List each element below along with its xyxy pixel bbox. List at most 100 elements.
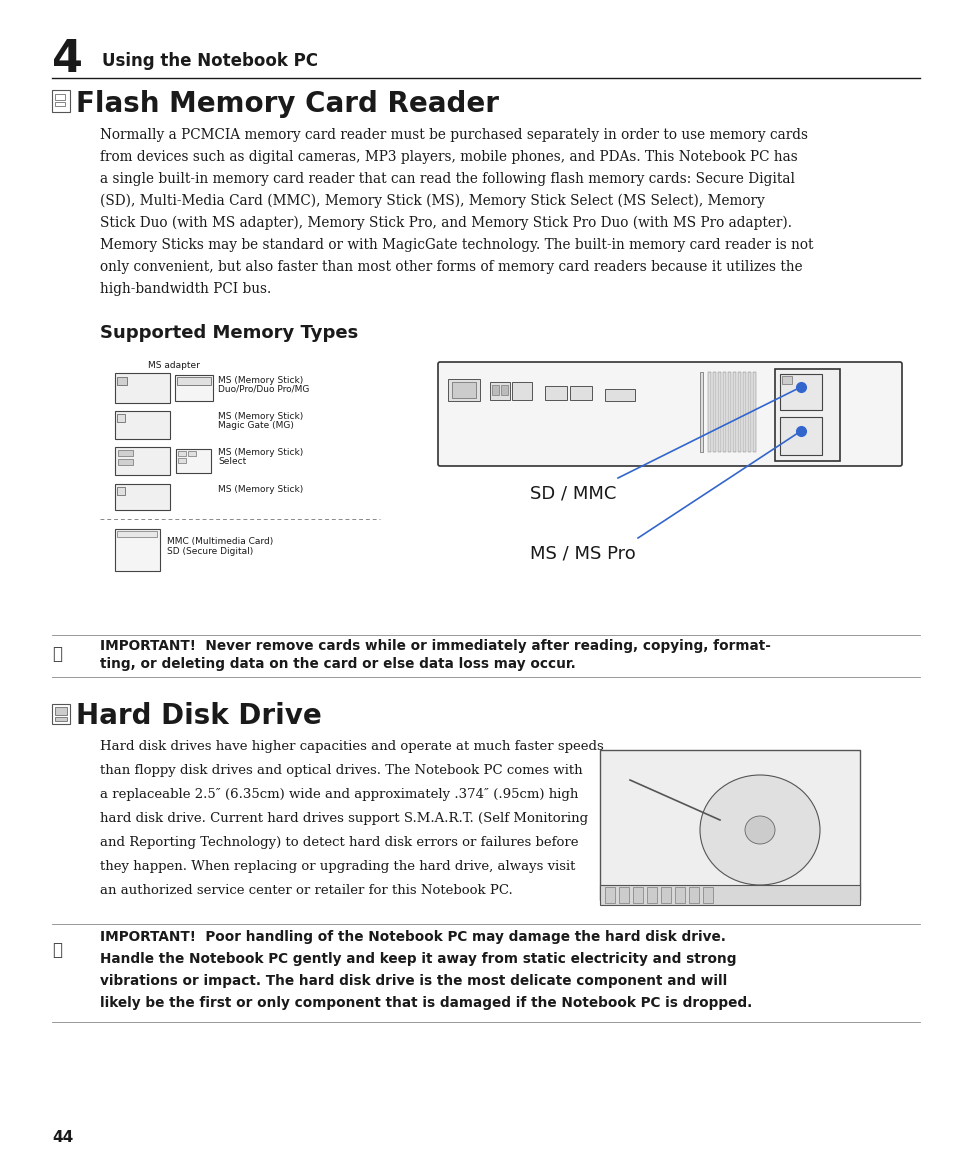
Bar — [618, 887, 628, 903]
Bar — [178, 450, 186, 456]
Bar — [117, 531, 157, 537]
Text: Duo/Pro/Duo Pro/MG: Duo/Pro/Duo Pro/MG — [218, 385, 309, 394]
Text: a replaceable 2.5″ (6.35cm) wide and approximately .374″ (.95cm) high: a replaceable 2.5″ (6.35cm) wide and app… — [100, 788, 578, 802]
Ellipse shape — [700, 775, 820, 885]
Bar — [599, 750, 859, 900]
Text: vibrations or impact. The hard disk drive is the most delicate component and wil: vibrations or impact. The hard disk driv… — [100, 974, 726, 988]
Text: 4: 4 — [52, 38, 83, 81]
Text: Select: Select — [218, 457, 246, 465]
Bar — [727, 372, 730, 452]
Text: Normally a PCMCIA memory card reader must be purchased separately in order to us: Normally a PCMCIA memory card reader mus… — [100, 128, 807, 142]
Text: Using the Notebook PC: Using the Notebook PC — [102, 52, 317, 70]
Text: an authorized service center or retailer for this Notebook PC.: an authorized service center or retailer… — [100, 884, 512, 897]
Text: MS (Memory Stick): MS (Memory Stick) — [218, 485, 303, 494]
Bar — [500, 385, 507, 395]
Text: Memory Sticks may be standard or with MagicGate technology. The built-in memory : Memory Sticks may be standard or with Ma… — [100, 238, 813, 252]
Text: MS (Memory Stick): MS (Memory Stick) — [218, 412, 303, 422]
Text: and Reporting Technology) to detect hard disk errors or failures before: and Reporting Technology) to detect hard… — [100, 836, 578, 849]
Text: 👋: 👋 — [52, 644, 62, 663]
Bar — [118, 459, 132, 465]
Bar — [544, 386, 566, 400]
Text: MS (Memory Stick): MS (Memory Stick) — [218, 377, 303, 385]
Bar — [177, 377, 211, 385]
Bar — [604, 389, 635, 401]
Bar — [115, 484, 170, 511]
Bar — [118, 450, 132, 456]
Text: Stick Duo (with MS adapter), Memory Stick Pro, and Memory Stick Pro Duo (with MS: Stick Duo (with MS adapter), Memory Stic… — [100, 216, 791, 230]
Bar — [702, 887, 712, 903]
Bar — [55, 707, 67, 715]
Text: from devices such as digital cameras, MP3 players, mobile phones, and PDAs. This: from devices such as digital cameras, MP… — [100, 150, 797, 164]
Bar — [52, 90, 70, 112]
Bar — [700, 372, 702, 452]
Bar — [675, 887, 684, 903]
Bar — [174, 375, 213, 401]
Text: Handle the Notebook PC gently and keep it away from static electricity and stron: Handle the Notebook PC gently and keep i… — [100, 952, 736, 966]
Bar — [115, 529, 160, 571]
Bar — [646, 887, 657, 903]
Bar — [722, 372, 725, 452]
Bar — [742, 372, 745, 452]
Bar — [599, 885, 859, 906]
Text: Hard Disk Drive: Hard Disk Drive — [76, 702, 321, 730]
Text: MS adapter: MS adapter — [148, 362, 200, 370]
Text: ting, or deleting data on the card or else data loss may occur.: ting, or deleting data on the card or el… — [100, 657, 576, 671]
Bar — [55, 102, 65, 106]
Bar — [178, 459, 186, 463]
Text: MMC (Multimedia Card): MMC (Multimedia Card) — [167, 537, 273, 546]
Bar — [569, 386, 592, 400]
Text: SD (Secure Digital): SD (Secure Digital) — [167, 547, 253, 556]
Bar — [52, 705, 70, 724]
Bar — [188, 450, 195, 456]
Bar — [115, 373, 170, 403]
Bar — [780, 417, 821, 455]
FancyBboxPatch shape — [437, 362, 901, 465]
Bar — [738, 372, 740, 452]
Text: IMPORTANT!  Poor handling of the Notebook PC may damage the hard disk drive.: IMPORTANT! Poor handling of the Notebook… — [100, 930, 725, 944]
Text: than floppy disk drives and optical drives. The Notebook PC comes with: than floppy disk drives and optical driv… — [100, 763, 582, 777]
Ellipse shape — [744, 815, 774, 844]
Text: Supported Memory Types: Supported Memory Types — [100, 325, 358, 342]
Text: likely be the first or only component that is damaged if the Notebook PC is drop: likely be the first or only component th… — [100, 996, 752, 1009]
Bar — [774, 368, 840, 461]
Bar — [117, 413, 125, 422]
Bar — [55, 717, 67, 721]
Bar — [633, 887, 642, 903]
Text: 44: 44 — [52, 1130, 73, 1145]
Text: IMPORTANT!  Never remove cards while or immediately after reading, copying, form: IMPORTANT! Never remove cards while or i… — [100, 639, 770, 653]
Bar — [604, 887, 615, 903]
Bar — [780, 374, 821, 410]
Text: Magic Gate (MG): Magic Gate (MG) — [218, 422, 294, 430]
Bar — [707, 372, 710, 452]
Bar — [747, 372, 750, 452]
Bar — [115, 411, 170, 439]
Bar — [712, 372, 716, 452]
Text: Flash Memory Card Reader: Flash Memory Card Reader — [76, 90, 498, 118]
Text: MS (Memory Stick): MS (Memory Stick) — [218, 448, 303, 457]
Bar — [660, 887, 670, 903]
Bar — [752, 372, 755, 452]
Bar — [117, 487, 125, 495]
Text: hard disk drive. Current hard drives support S.M.A.R.T. (Self Monitoring: hard disk drive. Current hard drives sup… — [100, 812, 587, 825]
Bar — [117, 377, 127, 385]
Bar — [688, 887, 699, 903]
Text: SD / MMC: SD / MMC — [530, 484, 616, 502]
Bar — [490, 382, 510, 400]
Text: 👋: 👋 — [52, 941, 62, 959]
Bar — [732, 372, 735, 452]
Bar — [781, 377, 791, 383]
Text: (SD), Multi-Media Card (MMC), Memory Stick (MS), Memory Stick Select (MS Select): (SD), Multi-Media Card (MMC), Memory Sti… — [100, 194, 764, 208]
Text: Hard disk drives have higher capacities and operate at much faster speeds: Hard disk drives have higher capacities … — [100, 740, 603, 753]
Bar — [55, 94, 65, 100]
Bar — [175, 449, 211, 474]
Bar — [115, 447, 170, 475]
Text: MS / MS Pro: MS / MS Pro — [530, 544, 635, 562]
Text: high-bandwidth PCI bus.: high-bandwidth PCI bus. — [100, 282, 271, 296]
Text: a single built-in memory card reader that can read the following flash memory ca: a single built-in memory card reader tha… — [100, 172, 794, 186]
Text: they happen. When replacing or upgrading the hard drive, always visit: they happen. When replacing or upgrading… — [100, 860, 575, 873]
Text: only convenient, but also faster than most other forms of memory card readers be: only convenient, but also faster than mo… — [100, 260, 801, 274]
Bar — [512, 382, 532, 400]
Bar — [452, 382, 476, 398]
Bar — [448, 379, 479, 401]
Bar — [492, 385, 498, 395]
